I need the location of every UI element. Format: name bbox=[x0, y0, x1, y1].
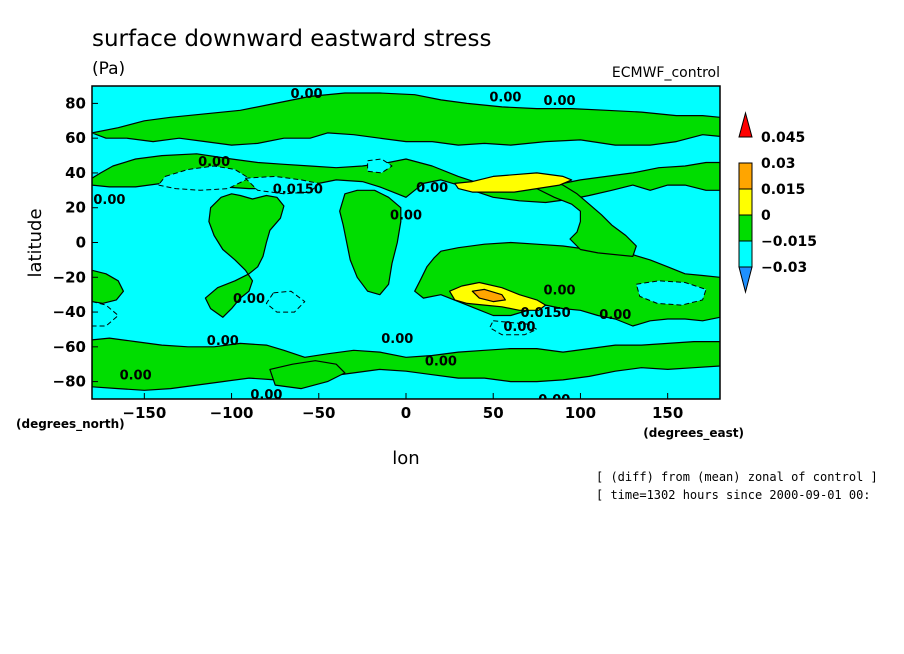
contour-label-4: 0.0150 bbox=[273, 183, 323, 198]
field-regions bbox=[92, 92, 720, 391]
x-tick-label-5: 100 bbox=[565, 404, 596, 422]
x-unit-label: (degrees_east) bbox=[643, 426, 744, 441]
positive-region-2 bbox=[204, 193, 285, 318]
negative-region-12 bbox=[157, 165, 250, 191]
contour-label-3: 0.00 bbox=[198, 155, 230, 170]
note-line-2: [ time=1302 hours since 2000-09-01 00: bbox=[596, 488, 871, 502]
contour-label-9: 0.00 bbox=[543, 283, 575, 298]
contour-label-7: 0.00 bbox=[93, 193, 125, 208]
legend-label-3: 0.015 bbox=[761, 182, 805, 198]
positive-region-3 bbox=[339, 189, 402, 296]
contour-label-17: 0.00 bbox=[250, 388, 282, 403]
positive-region-8 bbox=[269, 360, 346, 390]
contour-label-5: 0.00 bbox=[416, 181, 448, 196]
positive-region-9 bbox=[454, 172, 573, 193]
note-line-1: [ (diff) from (mean) zonal of control ] bbox=[596, 470, 878, 484]
positive-region-11 bbox=[471, 288, 506, 303]
negative-region-17 bbox=[489, 320, 538, 336]
y-tick-label-0: −80 bbox=[53, 373, 86, 391]
x-axis-ticks: −150 −100 −50 0 50 100 150 bbox=[122, 393, 683, 422]
x-tick-label-2: −50 bbox=[302, 404, 335, 422]
legend-swatch-3 bbox=[738, 162, 753, 190]
x-tick-label-0: −150 bbox=[122, 404, 166, 422]
plot-area: 0.00 0.00 0.000.000.0150 0.000.000.000.000.… bbox=[91, 85, 721, 408]
contour-label-0: 0.00 bbox=[291, 87, 323, 102]
y-unit-label: (degrees_north) bbox=[16, 417, 125, 432]
negative-region-13 bbox=[245, 175, 320, 195]
negative-region-16 bbox=[635, 280, 707, 306]
contour-label-2: 0.00 bbox=[543, 94, 575, 109]
chart-title: surface downward eastward stress bbox=[92, 26, 491, 52]
y-axis-label: latitude bbox=[25, 208, 46, 277]
legend-label-5: 0.045 bbox=[761, 130, 805, 146]
positive-region-1 bbox=[92, 92, 720, 146]
contour-label-6: 0.00 bbox=[390, 209, 422, 224]
x-axis-label: lon bbox=[392, 448, 419, 469]
legend-top-arrow bbox=[738, 111, 753, 138]
contour-label-14: 0.00 bbox=[381, 332, 413, 347]
positive-region-5 bbox=[527, 177, 637, 257]
experiment-label: ECMWF_control bbox=[612, 65, 720, 81]
x-tick-label-4: 50 bbox=[483, 404, 504, 422]
legend-bottom-arrow bbox=[738, 266, 753, 294]
legend-swatch-2 bbox=[738, 188, 753, 216]
x-tick-label-6: 150 bbox=[652, 404, 683, 422]
legend-label-1: −0.015 bbox=[761, 234, 817, 250]
color-legend: −0.03 −0.015 0 0.015 0.03 0.045 bbox=[738, 111, 817, 294]
legend-swatch-0 bbox=[738, 240, 753, 268]
contour-label-10: 0.0150 bbox=[520, 306, 570, 321]
units-label: (Pa) bbox=[92, 59, 125, 79]
contour-label-12: 0.00 bbox=[599, 308, 631, 323]
y-tick-label-5: 20 bbox=[65, 199, 86, 217]
y-tick-label-4: 0 bbox=[76, 234, 86, 252]
contour-label-18: 0.00 bbox=[538, 393, 570, 408]
x-tick-label-1: −100 bbox=[210, 404, 254, 422]
y-tick-label-2: −40 bbox=[53, 303, 86, 321]
negative-region-18 bbox=[92, 301, 119, 327]
contour-label-8: 0.00 bbox=[233, 292, 265, 307]
legend-label-4: 0.03 bbox=[761, 156, 796, 172]
negative-region-14 bbox=[367, 158, 393, 174]
y-axis-ticks: −80 −60 −40 −20 0 20 40 60 80 bbox=[53, 94, 98, 391]
contour-label-1: 0.00 bbox=[489, 90, 521, 105]
contour-labels: 0.00 0.00 0.000.000.0150 0.000.000.000.000.… bbox=[93, 87, 631, 408]
y-tick-label-6: 40 bbox=[65, 164, 86, 182]
y-tick-label-3: −20 bbox=[53, 268, 86, 286]
y-tick-label-8: 80 bbox=[65, 94, 86, 112]
legend-label-0: −0.03 bbox=[761, 260, 807, 276]
contour-label-16: 0.00 bbox=[120, 369, 152, 384]
legend-swatch-1 bbox=[738, 214, 753, 242]
contour-label-15: 0.00 bbox=[425, 355, 457, 370]
y-tick-label-1: −60 bbox=[53, 338, 86, 356]
negative-region-15 bbox=[265, 290, 306, 313]
contour-label-11: 0.00 bbox=[503, 320, 535, 335]
x-tick-label-3: 0 bbox=[401, 404, 411, 422]
contour-label-13: 0.00 bbox=[207, 334, 239, 349]
legend-label-2: 0 bbox=[761, 208, 771, 224]
y-tick-label-7: 60 bbox=[65, 129, 86, 147]
